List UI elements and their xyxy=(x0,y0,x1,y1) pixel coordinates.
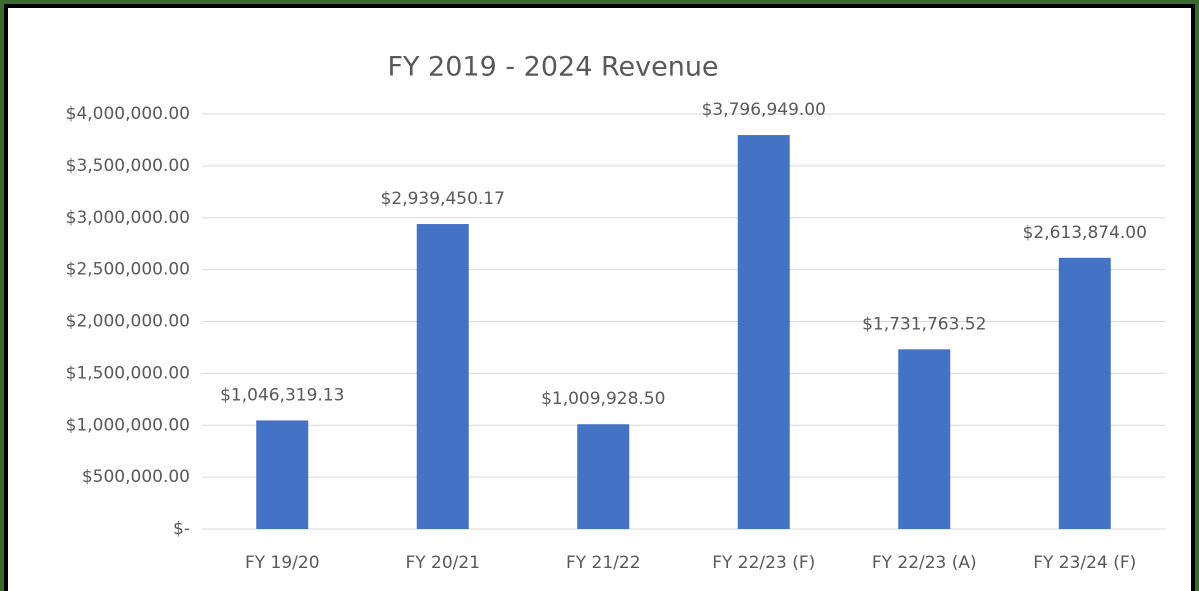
bar xyxy=(416,224,469,529)
data-label: $1,009,928.50 xyxy=(541,389,665,409)
y-tick-label: $3,500,000.00 xyxy=(66,156,190,176)
y-tick-label: $1,000,000.00 xyxy=(66,415,190,435)
bar xyxy=(737,135,790,530)
y-tick-label: $500,000.00 xyxy=(82,467,190,487)
data-label: $1,731,763.52 xyxy=(862,314,986,334)
bar xyxy=(256,420,309,529)
data-label: $1,046,319.13 xyxy=(220,385,344,405)
y-tick-label: $1,500,000.00 xyxy=(66,363,190,383)
y-tick-label: $2,000,000.00 xyxy=(66,312,190,332)
x-tick-label: FY 21/22 xyxy=(566,553,641,573)
y-tick-label: $3,000,000.00 xyxy=(66,208,190,228)
chart-title: FY 2019 - 2024 Revenue xyxy=(387,52,718,83)
x-tick-label: FY 19/20 xyxy=(245,553,320,573)
y-tick-label: $- xyxy=(173,519,190,539)
data-label: $2,939,450.17 xyxy=(381,189,505,209)
x-tick-label: FY 22/23 (A) xyxy=(872,553,977,573)
x-tick-label: FY 22/23 (F) xyxy=(712,553,815,573)
data-label: $3,796,949.00 xyxy=(702,100,826,120)
y-tick-label: $2,500,000.00 xyxy=(66,260,190,280)
data-label: $2,613,874.00 xyxy=(1023,223,1147,243)
x-tick-label: FY 20/21 xyxy=(405,553,480,573)
y-tick-label: $4,000,000.00 xyxy=(66,104,190,124)
bar xyxy=(577,424,630,529)
bar xyxy=(1058,257,1111,529)
bar xyxy=(898,349,951,529)
x-tick-label: FY 23/24 (F) xyxy=(1033,553,1136,573)
